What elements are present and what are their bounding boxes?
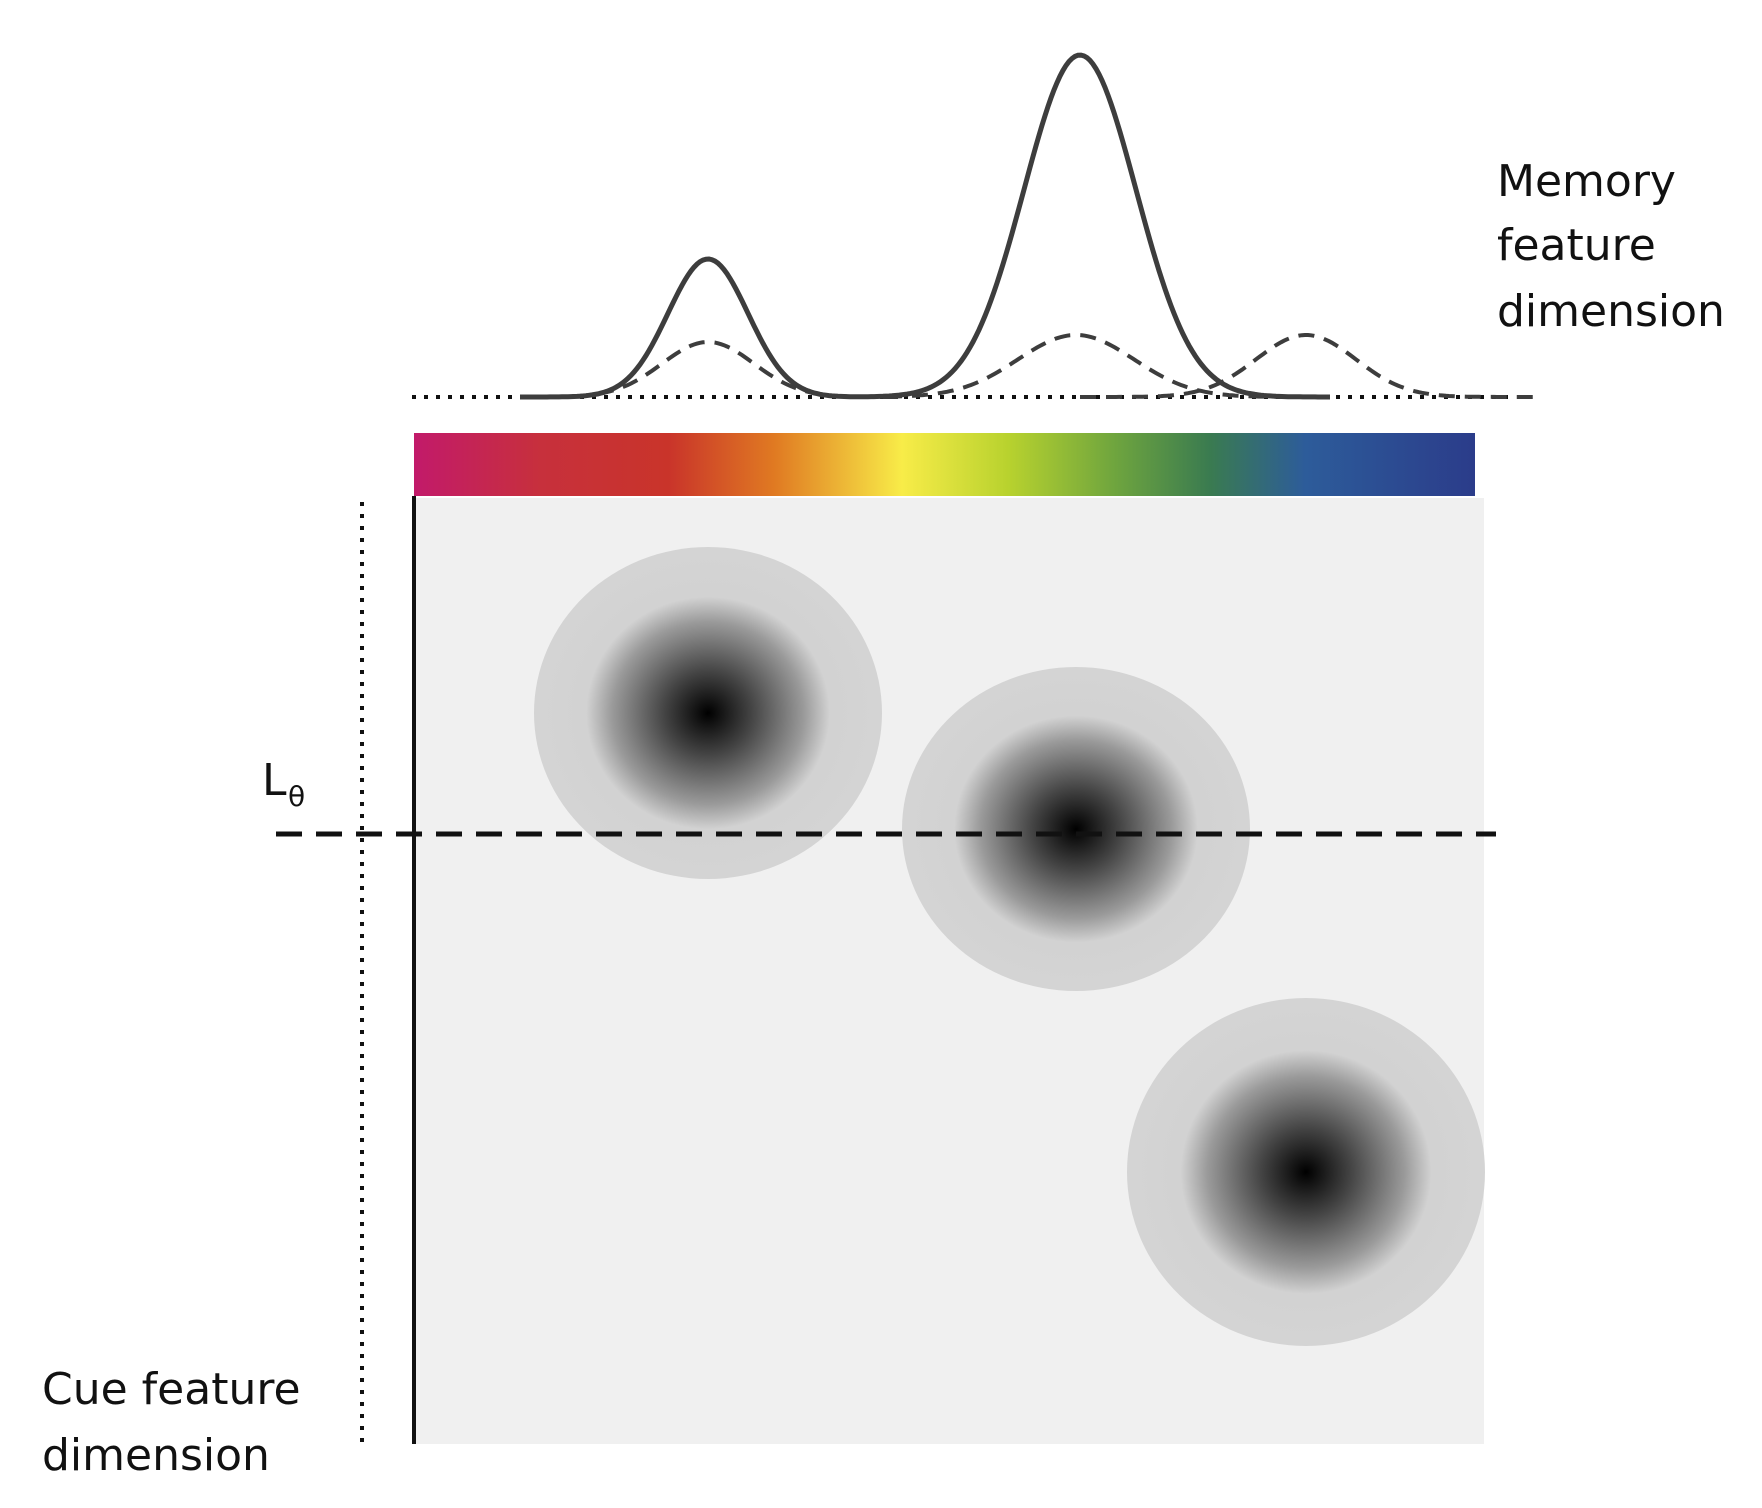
memory-feature-label: Memory feature dimension xyxy=(1497,156,1725,337)
threshold-label-subscript: θ xyxy=(288,780,305,813)
cue-label-line1: Cue feature xyxy=(42,1364,301,1415)
color-spectrum-bar xyxy=(414,433,1475,496)
threshold-label: L θ xyxy=(262,755,305,813)
memory-item-blob-1 xyxy=(534,547,882,879)
cue-label-line2: dimension xyxy=(42,1430,270,1481)
memory-item-blob-3 xyxy=(1127,998,1485,1346)
combined-memory-curve xyxy=(520,52,1330,400)
threshold-label-main: L xyxy=(262,755,287,806)
memory-distribution xyxy=(412,52,1539,400)
cue-feature-label: Cue feature dimension xyxy=(42,1364,301,1481)
memory-label-line2: feature xyxy=(1497,220,1656,271)
component-curve-3 xyxy=(1080,333,1539,399)
memory-items xyxy=(534,547,1485,1346)
memory-label-line1: Memory xyxy=(1497,156,1676,207)
component-curve-2 xyxy=(860,332,1298,399)
component-curve-1 xyxy=(520,339,898,399)
memory-item-blob-2 xyxy=(902,667,1250,991)
memory-label-line3: dimension xyxy=(1497,286,1725,337)
